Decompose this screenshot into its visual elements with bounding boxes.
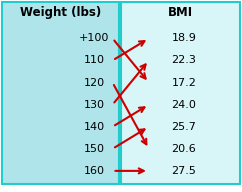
- Text: 140: 140: [84, 122, 105, 132]
- Text: BMI: BMI: [168, 6, 193, 19]
- Text: Weight (lbs): Weight (lbs): [20, 6, 101, 19]
- Text: 20.6: 20.6: [172, 144, 196, 154]
- Text: +100: +100: [79, 33, 110, 43]
- Text: 150: 150: [84, 144, 105, 154]
- Text: 130: 130: [84, 100, 105, 110]
- FancyBboxPatch shape: [2, 2, 119, 184]
- Text: 110: 110: [84, 55, 105, 65]
- Text: 22.3: 22.3: [172, 55, 196, 65]
- Text: 120: 120: [84, 78, 105, 88]
- Text: 18.9: 18.9: [172, 33, 196, 43]
- Text: 27.5: 27.5: [172, 166, 196, 176]
- Text: 17.2: 17.2: [172, 78, 196, 88]
- Text: 25.7: 25.7: [172, 122, 196, 132]
- Text: 24.0: 24.0: [172, 100, 196, 110]
- FancyBboxPatch shape: [121, 2, 240, 184]
- Text: 160: 160: [84, 166, 105, 176]
